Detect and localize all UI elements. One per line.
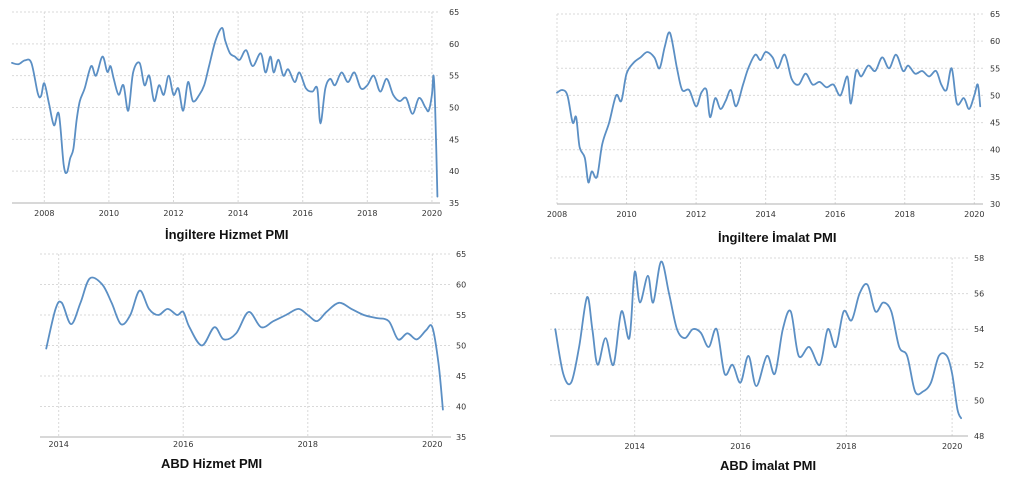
y-tick-label: 65 [990,10,1000,19]
chart-us-manufacturing-svg: 58 56 54 52 50 48 2014 2016 2018 2020 [550,254,984,451]
chart-uk-manufacturing: 65 60 55 50 45 40 35 30 2008 2010 2012 2014 2016 2018… [512,0,1024,245]
x-tick-label: 2012 [163,209,183,218]
chart-title: İngiltere İmalat PMI [718,230,837,245]
x-tick-label: 2020 [422,209,442,218]
y-tick-label: 52 [974,361,984,370]
x-tick-label: 2018 [298,440,318,449]
y-tick-label: 30 [990,200,1000,209]
x-tick-label: 2020 [964,210,984,219]
x-tick-label: 2014 [755,210,775,219]
chart-title: ABD İmalat PMI [720,458,817,473]
y-tick-label: 45 [990,119,1000,128]
y-tick-label: 60 [449,40,459,49]
y-tick-label: 55 [990,64,1000,73]
x-tick-label: 2020 [422,440,442,449]
y-tick-label: 60 [990,37,1000,46]
chart-uk-manufacturing-svg: 65 60 55 50 45 40 35 30 2008 2010 2012 2014 2016 2018… [547,10,1000,219]
x-tick-label: 2008 [34,209,54,218]
series-line [11,27,439,198]
x-tick-label: 2014 [228,209,248,218]
y-tick-label: 60 [456,281,466,290]
x-tick-label: 2020 [942,442,962,451]
chart-us-manufacturing: 58 56 54 52 50 48 2014 2016 2018 2020 ABD İmalat … [512,246,1024,486]
y-tick-label: 40 [456,403,466,412]
x-tick-label: 2016 [730,442,750,451]
chart-us-services-svg: 65 60 55 50 45 40 35 2014 2016 2018 2020 [40,250,466,449]
y-tick-label: 55 [449,72,459,81]
chart-us-services: 65 60 55 50 45 40 35 2014 2016 2018 2020 ABD Hizme… [0,246,500,486]
y-tick-label: 54 [974,325,984,334]
x-tick-label: 2008 [547,210,567,219]
y-tick-label: 45 [449,135,459,144]
y-tick-label: 40 [990,146,1000,155]
series-line [556,31,982,184]
y-tick-label: 35 [990,173,1000,182]
x-tick-label: 2014 [624,442,644,451]
x-tick-label: 2018 [357,209,377,218]
x-tick-label: 2012 [686,210,706,219]
y-tick-label: 65 [456,250,466,259]
x-tick-label: 2016 [293,209,313,218]
series-line [45,276,444,411]
y-tick-label: 35 [456,433,466,442]
chart-title: İngiltere Hizmet PMI [165,227,289,242]
x-tick-label: 2016 [173,440,193,449]
y-tick-label: 58 [974,254,984,263]
y-tick-label: 55 [456,311,466,320]
y-tick-label: 50 [990,91,1000,100]
y-tick-label: 48 [974,432,984,441]
chart-uk-services: 65 60 55 50 45 40 35 2008 2010 2012 2014 2016 2018 20… [0,0,500,245]
y-tick-label: 50 [974,396,984,405]
y-tick-label: 45 [456,372,466,381]
y-tick-label: 50 [449,104,459,113]
y-tick-label: 56 [974,290,984,299]
x-tick-label: 2014 [49,440,69,449]
series-line [554,260,963,420]
x-tick-label: 2016 [825,210,845,219]
y-tick-label: 35 [449,199,459,208]
x-tick-label: 2018 [836,442,856,451]
x-tick-label: 2010 [99,209,119,218]
x-tick-label: 2010 [616,210,636,219]
y-tick-label: 65 [449,8,459,17]
chart-uk-services-svg: 65 60 55 50 45 40 35 2008 2010 2012 2014 2016 2018 20… [11,8,459,218]
chart-title: ABD Hizmet PMI [161,456,263,471]
y-tick-label: 50 [456,342,466,351]
y-tick-label: 40 [449,167,459,176]
x-tick-label: 2018 [895,210,915,219]
